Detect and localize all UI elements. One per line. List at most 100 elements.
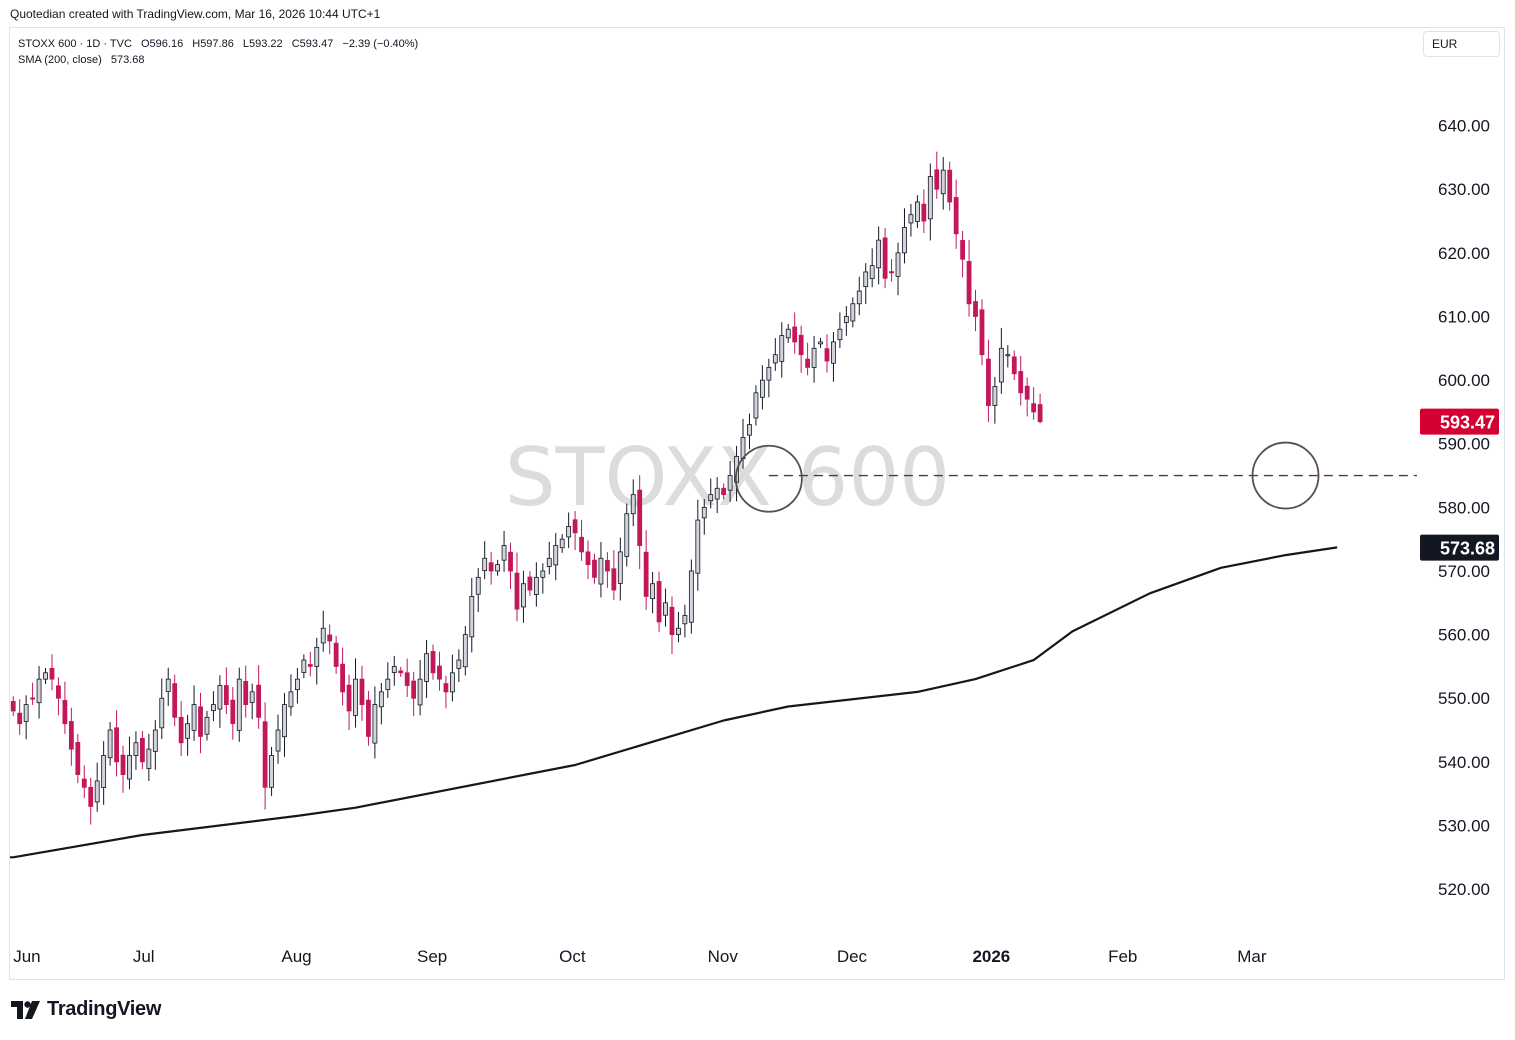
candle-body	[495, 564, 501, 572]
highlight-circle	[1251, 441, 1320, 510]
candle	[94, 762, 100, 812]
candle-body	[779, 335, 785, 362]
candle	[869, 248, 875, 288]
candle	[430, 644, 436, 680]
candle-body	[449, 672, 455, 693]
candle-body	[566, 526, 572, 538]
candle	[385, 662, 391, 698]
candle-body	[604, 560, 610, 572]
legend-symbol-row: STOXX 600 · 1D · TVC O596.16 H597.86 L59…	[18, 36, 424, 52]
x-tick-label: Dec	[837, 947, 868, 966]
candle-body	[488, 562, 494, 572]
candle-body	[146, 748, 152, 769]
candle-body	[120, 754, 126, 775]
candle	[508, 542, 513, 590]
candle-body	[417, 678, 423, 706]
candle-body	[191, 704, 197, 731]
candle	[30, 682, 36, 705]
candle-body	[256, 684, 262, 718]
candle-body	[811, 347, 817, 368]
candle	[656, 571, 662, 632]
x-tick-label: Jun	[13, 947, 40, 966]
candle	[424, 640, 429, 698]
candle	[372, 686, 378, 759]
currency-selector[interactable]: EUR	[1423, 31, 1500, 57]
candle	[598, 541, 604, 598]
candle	[979, 299, 985, 366]
candle-body	[889, 271, 894, 274]
candle-body	[553, 545, 559, 566]
tradingview-brand[interactable]: TradingView	[11, 998, 161, 1021]
candle	[889, 259, 894, 282]
sma-value-label-bg	[1420, 534, 1499, 561]
candle	[533, 562, 539, 607]
sma-200-line	[10, 546, 1338, 859]
x-tick-label: 2026	[972, 947, 1010, 966]
last-price-label-text: 593.47	[1440, 413, 1495, 433]
candle	[340, 647, 346, 706]
candle	[398, 666, 404, 677]
candle-body	[676, 627, 681, 636]
candle-body	[934, 169, 940, 190]
candle-body	[882, 237, 888, 279]
candle	[843, 306, 849, 336]
candle-body	[94, 780, 100, 803]
candle-body	[178, 716, 184, 744]
candle-body	[753, 392, 759, 419]
candle-body	[340, 663, 346, 693]
candle-body	[572, 519, 578, 534]
candle-body	[831, 341, 836, 364]
candle	[1024, 377, 1030, 417]
candle	[766, 358, 772, 398]
x-tick-label: Mar	[1237, 947, 1267, 966]
candle	[798, 325, 804, 373]
candle-body	[62, 700, 68, 725]
y-tick-label: 540.00	[1438, 753, 1490, 772]
candle	[779, 322, 785, 378]
candle	[553, 533, 559, 581]
candle	[559, 534, 565, 553]
candle-body	[159, 697, 165, 729]
candle	[579, 519, 584, 561]
candle	[437, 651, 442, 691]
candle	[747, 413, 752, 450]
candle	[495, 559, 501, 576]
last-price-label: 593.47	[1420, 408, 1499, 435]
candle-body	[398, 670, 404, 674]
candle-body	[708, 494, 714, 502]
candle	[462, 625, 468, 676]
candle-body	[701, 506, 707, 519]
x-tick-label: Oct	[559, 947, 586, 966]
candle	[895, 242, 901, 296]
candle-body	[223, 685, 229, 705]
sma-value-label: 573.68	[1420, 534, 1499, 561]
legend-sma-label[interactable]: SMA (200, close)	[18, 54, 102, 66]
candle	[172, 674, 178, 727]
candle	[914, 195, 920, 229]
candle	[185, 714, 191, 756]
candle-body	[798, 334, 804, 356]
candle-body	[514, 572, 520, 610]
candle	[805, 342, 811, 376]
candle-body	[843, 316, 849, 323]
candle-body	[508, 551, 513, 572]
candle	[514, 552, 520, 622]
candle-body	[23, 704, 29, 722]
candle-body	[456, 659, 462, 669]
candle-body	[314, 646, 320, 667]
candle-body	[727, 475, 733, 491]
candle-body	[139, 737, 145, 763]
candle-body	[682, 615, 688, 625]
candle	[695, 499, 701, 591]
candle	[107, 722, 113, 766]
y-tick-label: 590.00	[1438, 435, 1490, 454]
legend-symbol[interactable]: STOXX 600 · 1D · TVC	[18, 38, 132, 50]
candle-body	[895, 252, 901, 277]
candle	[947, 161, 953, 211]
x-tick-label: Nov	[708, 947, 739, 966]
candle	[178, 701, 184, 757]
sma-value-label-text: 573.68	[1440, 539, 1495, 559]
candle-body	[269, 755, 274, 788]
candle	[359, 665, 365, 721]
